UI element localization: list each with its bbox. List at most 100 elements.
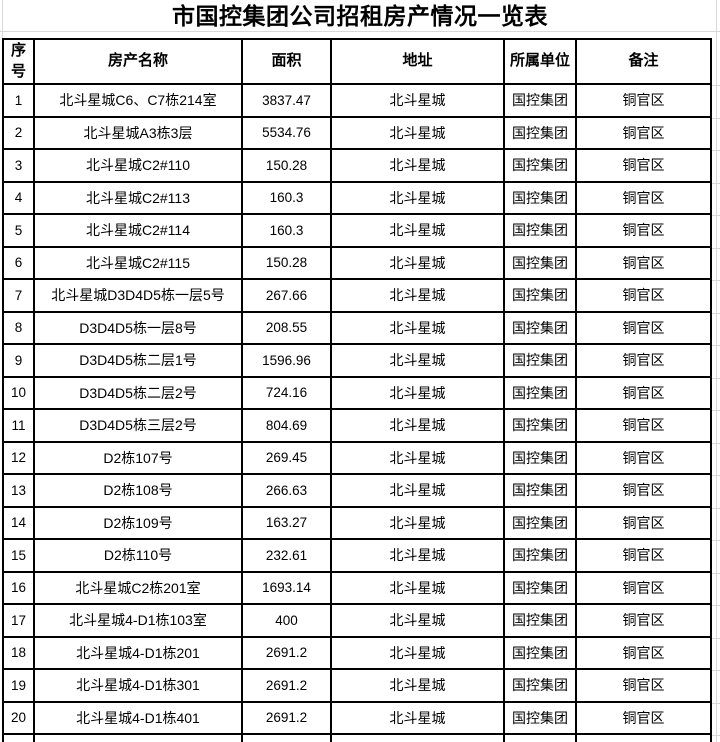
cell-note: 铜官区 xyxy=(575,408,712,443)
gridline-segment xyxy=(711,540,720,541)
gridline-segment xyxy=(711,215,720,216)
table-row: 10 D3D4D5栋二层2号 724.16 北斗星城 国控集团 铜官区 xyxy=(2,375,712,410)
cell-no: 10 xyxy=(2,375,35,410)
cell-name: 北斗星城C2栋201室 xyxy=(33,570,243,605)
cell-area: 160.3 xyxy=(241,180,332,215)
cell-unit: 国控集团 xyxy=(503,505,577,540)
cell-address: 北斗星城 xyxy=(330,570,505,605)
cell-area: 160.3 xyxy=(241,213,332,248)
gridline-segment xyxy=(711,442,720,444)
cell-no: 8 xyxy=(2,310,35,345)
cell-area: 2691.2 xyxy=(241,700,332,735)
gridline-segment xyxy=(711,702,720,704)
cell-note: 铜官区 xyxy=(575,635,712,670)
table-row: 3 北斗星城C2#110 150.28 北斗星城 国控集团 铜官区 xyxy=(2,148,712,183)
cell-note: 铜官区 xyxy=(575,83,712,118)
cell-no: 12 xyxy=(2,440,35,475)
property-table: 序号 房产名称 面积 地址 所属单位 备注 1 北斗星城C6、C7栋214室 3837.47 北… xyxy=(2,38,712,742)
cell-unit: 国控集团 xyxy=(503,213,577,248)
cell-note: 铜官区 xyxy=(575,115,712,150)
cell-name: D3D4D5栋三层2号 xyxy=(33,408,243,443)
cell-area: 1596.96 xyxy=(241,343,332,378)
cell-unit: 国控集团 xyxy=(503,538,577,573)
cell-address: 北斗星城 xyxy=(330,505,505,540)
cell-address: 北斗星城 xyxy=(330,668,505,703)
table-row: 8 D3D4D5栋一层8号 208.55 北斗星城 国控集团 铜官区 xyxy=(2,310,712,345)
cell-area: 266.63 xyxy=(241,473,332,508)
cell-note: 铜官区 xyxy=(575,538,712,573)
cell-empty xyxy=(330,733,505,742)
gridline-segment xyxy=(711,637,720,639)
cell-unit: 国控集团 xyxy=(503,668,577,703)
cell-note: 铜官区 xyxy=(575,505,712,540)
cell-note: 铜官区 xyxy=(575,603,712,638)
cell-area: 2691.2 xyxy=(241,635,332,670)
cell-unit: 国控集团 xyxy=(503,440,577,475)
table-row: 2 北斗星城A3栋3层 5534.76 北斗星城 国控集团 铜官区 xyxy=(2,115,712,150)
cell-no: 18 xyxy=(2,635,35,670)
cell-no: 6 xyxy=(2,245,35,280)
cell-address: 北斗星城 xyxy=(330,603,505,638)
gridline-segment xyxy=(711,117,720,119)
cell-area: 400 xyxy=(241,603,332,638)
cell-unit: 国控集团 xyxy=(503,278,577,313)
table-row: 15 D2栋110号 232.61 北斗星城 国控集团 铜官区 xyxy=(2,538,712,573)
cell-area: 1693.14 xyxy=(241,570,332,605)
table-row: 12 D2栋107号 269.45 北斗星城 国控集团 铜官区 xyxy=(2,440,712,475)
cell-note: 铜官区 xyxy=(575,278,712,313)
gridline-segment xyxy=(711,410,720,411)
cell-address: 北斗星城 xyxy=(330,375,505,410)
cell-note: 铜官区 xyxy=(575,245,712,280)
table-header-row: 序号 房产名称 面积 地址 所属单位 备注 xyxy=(2,38,712,85)
cell-name: 北斗星城C6、C7栋214室 xyxy=(33,83,243,118)
cell-no: 2 xyxy=(2,115,35,150)
cell-note: 铜官区 xyxy=(575,570,712,605)
gridline-segment xyxy=(711,345,720,346)
column-header-area: 面积 xyxy=(241,38,332,85)
table-row: 13 D2栋108号 266.63 北斗星城 国控集团 铜官区 xyxy=(2,473,712,508)
gridline-segment xyxy=(711,670,720,671)
cell-address: 北斗星城 xyxy=(330,148,505,183)
gridline-segment xyxy=(711,605,720,606)
gridline-horizontal xyxy=(0,31,720,32)
cell-unit: 国控集团 xyxy=(503,635,577,670)
gridline-segment xyxy=(711,182,720,184)
cell-note: 铜官区 xyxy=(575,473,712,508)
table-row: 5 北斗星城C2#114 160.3 北斗星城 国控集团 铜官区 xyxy=(2,213,712,248)
table-header: 序号 房产名称 面积 地址 所属单位 备注 xyxy=(2,38,712,85)
cell-address: 北斗星城 xyxy=(330,213,505,248)
cell-unit: 国控集团 xyxy=(503,343,577,378)
cell-unit: 国控集团 xyxy=(503,408,577,443)
table-row: 18 北斗星城4-D1栋201 2691.2 北斗星城 国控集团 铜官区 xyxy=(2,635,712,670)
cell-name: D2栋108号 xyxy=(33,473,243,508)
cell-no: 4 xyxy=(2,180,35,215)
cell-no: 9 xyxy=(2,343,35,378)
cell-no: 11 xyxy=(2,408,35,443)
cell-note: 铜官区 xyxy=(575,700,712,735)
cell-note: 铜官区 xyxy=(575,148,712,183)
table-row: 17 北斗星城4-D1栋103室 400 北斗星城 国控集团 铜官区 xyxy=(2,603,712,638)
cell-no: 3 xyxy=(2,148,35,183)
cell-unit: 国控集团 xyxy=(503,148,577,183)
cell-address: 北斗星城 xyxy=(330,538,505,573)
cell-no: 7 xyxy=(2,278,35,313)
table-row: 6 北斗星城C2#115 150.28 北斗星城 国控集团 铜官区 xyxy=(2,245,712,280)
cell-unit: 国控集团 xyxy=(503,473,577,508)
table-row: 9 D3D4D5栋二层1号 1596.96 北斗星城 国控集团 铜官区 xyxy=(2,343,712,378)
cell-name: 北斗星城4-D1栋103室 xyxy=(33,603,243,638)
table-row: 4 北斗星城C2#113 160.3 北斗星城 国控集团 铜官区 xyxy=(2,180,712,215)
gridline-vertical-left xyxy=(2,0,3,38)
cell-area: 5534.76 xyxy=(241,115,332,150)
column-header-unit: 所属单位 xyxy=(503,38,577,85)
gridline-segment xyxy=(711,150,720,151)
cell-empty xyxy=(2,733,35,742)
cell-address: 北斗星城 xyxy=(330,700,505,735)
cell-note: 铜官区 xyxy=(575,310,712,345)
cell-address: 北斗星城 xyxy=(330,83,505,118)
cell-no: 5 xyxy=(2,213,35,248)
cell-unit: 国控集团 xyxy=(503,310,577,345)
gridline-segment xyxy=(711,735,720,736)
table-row: 7 北斗星城D3D4D5栋一层5号 267.66 北斗星城 国控集团 铜官区 xyxy=(2,278,712,313)
cell-name: D2栋109号 xyxy=(33,505,243,540)
